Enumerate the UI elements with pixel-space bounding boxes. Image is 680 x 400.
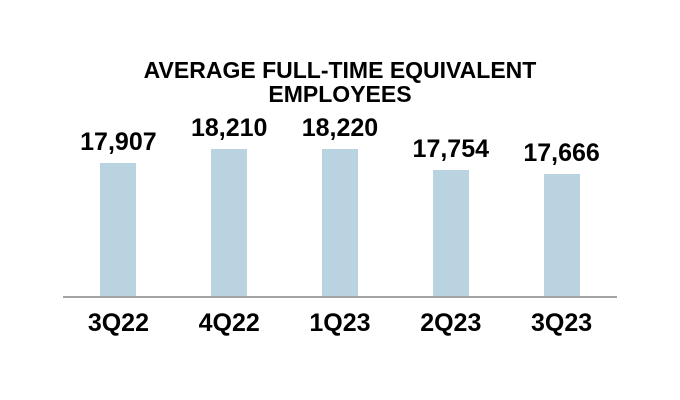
chart-title: AVERAGE FULL-TIME EQUIVALENT EMPLOYEES [143,57,537,107]
bar-group-3q23: 17,666 [506,0,617,296]
bar [211,149,248,296]
x-axis-label: 3Q22 [87,309,149,337]
bar-group-1q23: 18,220 [285,0,396,296]
bar [543,174,580,296]
x-axis-labels: 3Q22 4Q22 1Q23 2Q23 3Q23 [63,308,617,338]
x-axis-label: 4Q22 [198,309,260,337]
bar [432,170,469,296]
bar [100,163,137,296]
bar-value-label: 17,666 [523,139,600,167]
bar-group-4q22: 18,210 [174,0,285,296]
x-axis-label: 1Q23 [309,309,371,337]
bar-value-label: 18,220 [301,114,379,142]
x-axis-label: 3Q23 [531,309,593,337]
x-axis-line [63,296,617,298]
bar-group-2q23: 17,754 [395,0,506,296]
x-axis-label: 2Q23 [420,309,482,337]
bar [321,149,358,296]
bar-value-label: 17,754 [412,135,490,163]
bar-value-label: 17,907 [80,128,157,156]
bar-value-label: 18,210 [190,114,268,142]
bars-row: 17,907 18,210 18,220 17,754 17,666 [63,0,617,296]
plot-area: 17,907 18,210 18,220 17,754 17,666 [63,0,617,298]
bar-group-3q22: 17,907 [63,0,174,296]
